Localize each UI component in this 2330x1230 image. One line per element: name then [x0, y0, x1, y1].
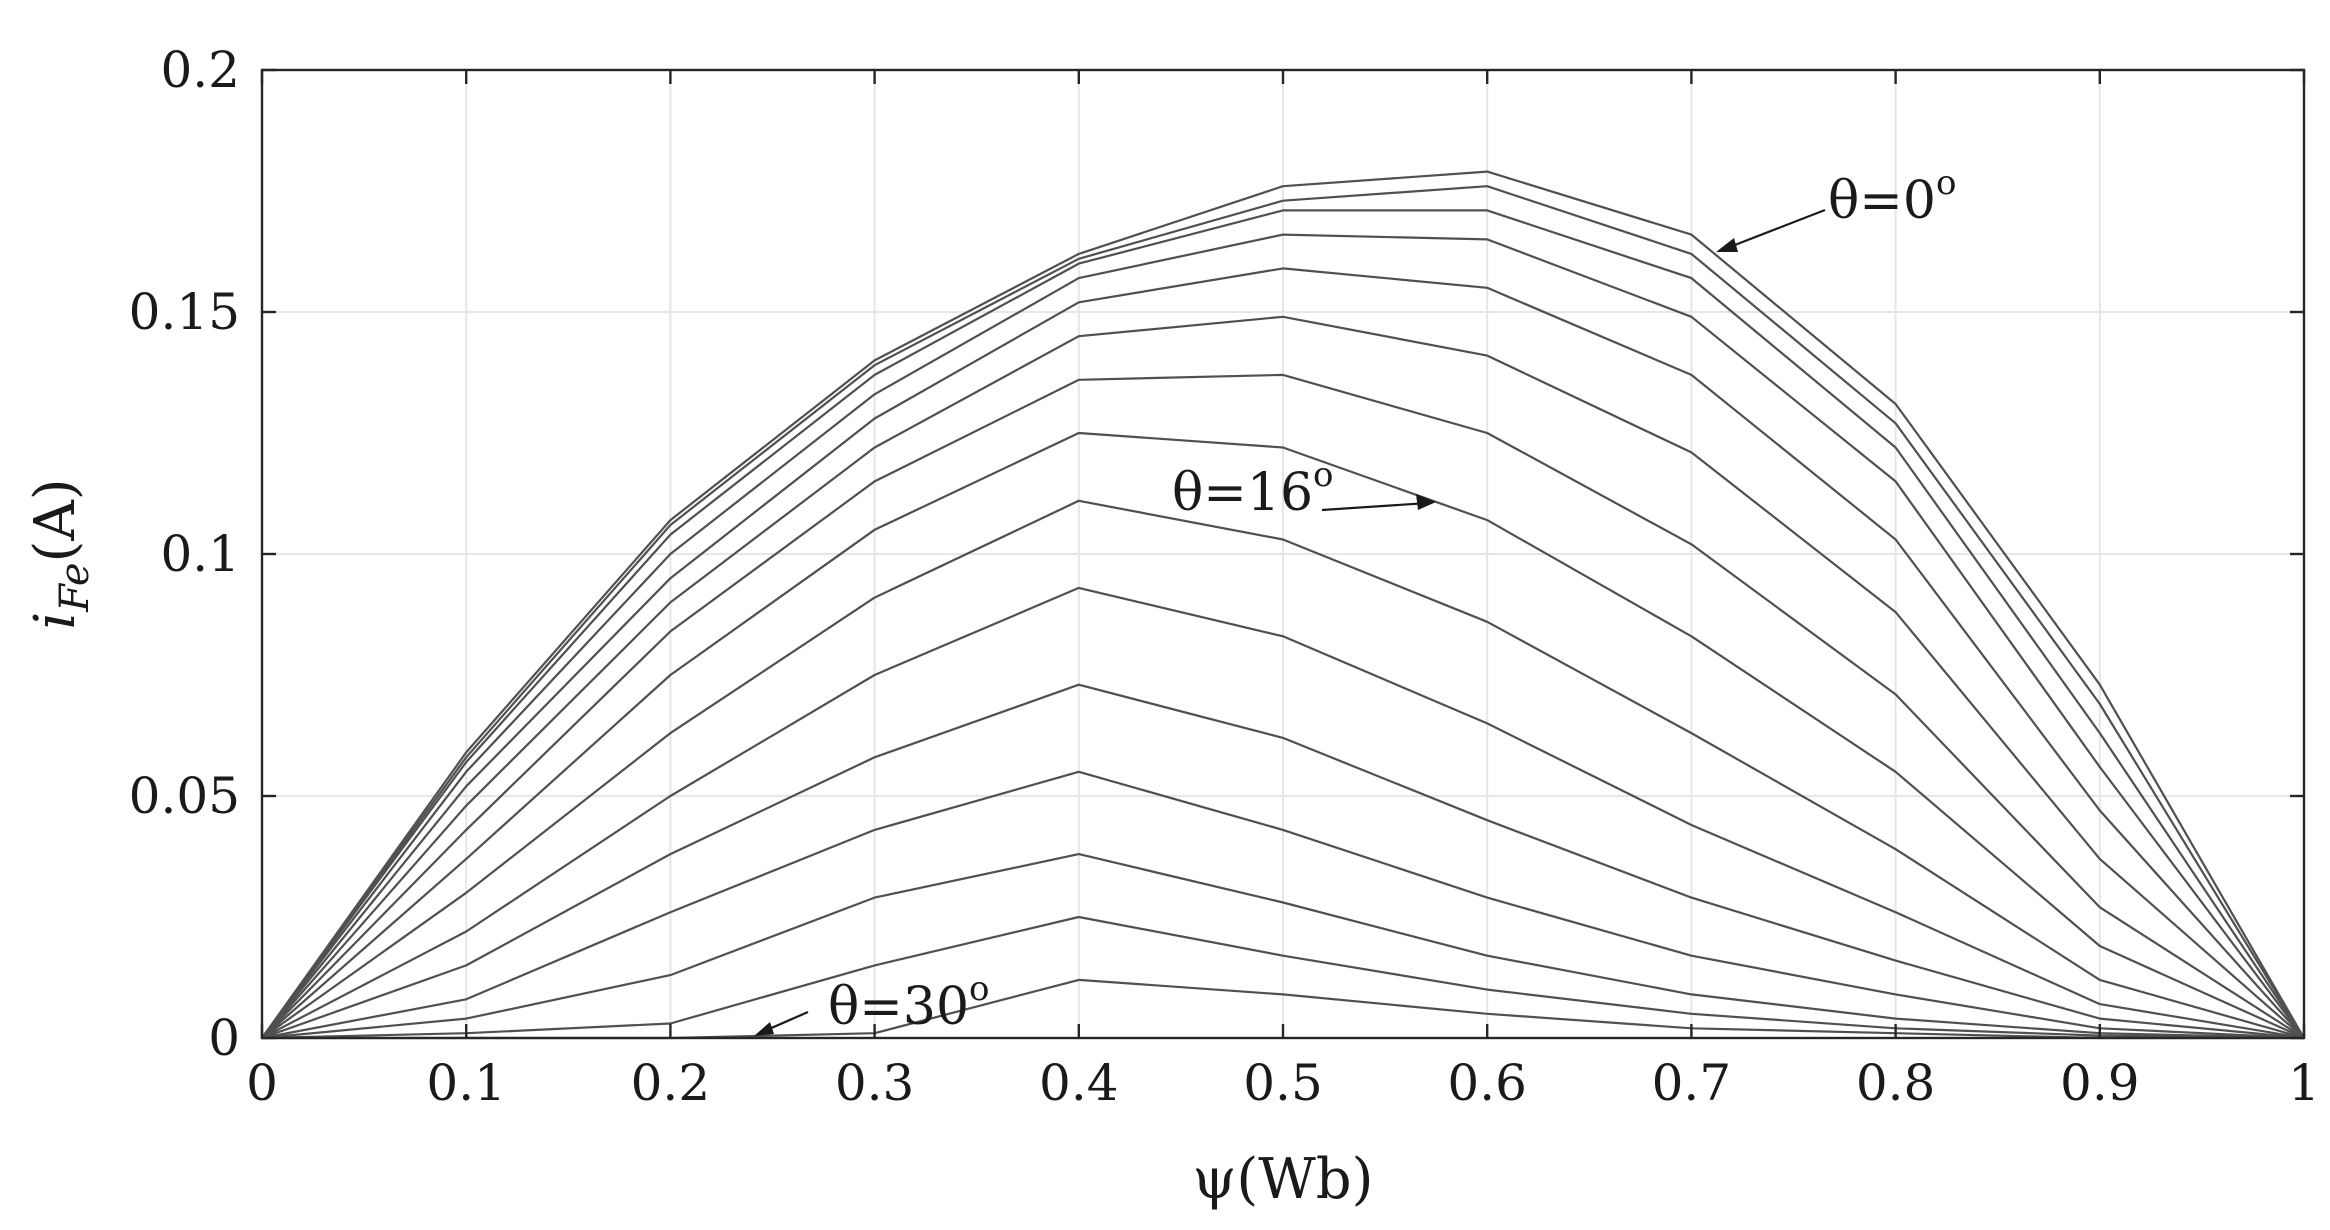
series-line-8	[261, 499, 2305, 1040]
series-line-2	[261, 209, 2305, 1039]
x-tick-label: 0.5	[1243, 1054, 1323, 1112]
annotation-theta-16-text: θ=16	[1172, 463, 1313, 523]
axis-ticks	[260, 68, 2306, 1040]
x-tick-label: 0	[246, 1054, 278, 1112]
series-line-5	[261, 315, 2305, 1039]
x-tick-label: 0.6	[1447, 1054, 1527, 1112]
y-axis-label-unit: (A)	[23, 478, 88, 562]
x-tick-label: 0.4	[1039, 1054, 1119, 1112]
series-line-7	[261, 431, 2305, 1040]
annotation-theta-0-text: θ=0	[1828, 171, 1936, 231]
x-tick-label: 0.7	[1652, 1054, 1732, 1112]
series-line-1	[261, 185, 2305, 1039]
annotation-theta-0: θ=0o	[1716, 163, 1956, 252]
series-line-9	[261, 586, 2305, 1040]
y-tick-label: 0.2	[160, 41, 240, 99]
annotation-theta-0-sup: o	[1936, 163, 1956, 203]
x-tick-label: 0.3	[835, 1054, 915, 1112]
y-tick-label: 0.1	[160, 525, 240, 583]
annotation-theta-0-arrow	[1721, 208, 1826, 252]
series-line-3	[261, 233, 2305, 1039]
annotation-theta-16-arrowhead	[1416, 494, 1436, 510]
annotation-theta-16: θ=16o	[1172, 455, 1436, 523]
x-tick-labels: 0 0.1 0.2 0.3 0.4 0.5 0.6 0.7 0.8 0.9 1	[246, 1054, 2320, 1112]
series-group	[261, 170, 2305, 1040]
x-axis-label: ψ(Wb)	[1192, 1147, 1373, 1212]
series-line-0	[261, 170, 2305, 1039]
svg-text:θ=30o: θ=30o	[828, 969, 990, 1037]
x-tick-label: 0.8	[1856, 1054, 1936, 1112]
x-tick-label: 0.1	[426, 1054, 506, 1112]
svg-text:θ=16o: θ=16o	[1172, 455, 1334, 523]
series-line-6	[261, 373, 2305, 1039]
annotation-theta-16-arrow	[1321, 501, 1429, 512]
y-tick-label: 0	[208, 1009, 240, 1067]
grid	[262, 70, 2304, 1038]
x-tick-label: 1	[2288, 1054, 2320, 1112]
annotation-theta-30: θ=30o	[754, 969, 990, 1037]
series-line-4	[261, 267, 2305, 1039]
annotation-theta-0-arrowhead	[1716, 238, 1738, 252]
svg-text:iFe(A): iFe(A)	[23, 478, 98, 629]
y-axis-label-main: i	[23, 612, 88, 630]
annotation-theta-30-text: θ=30	[828, 977, 969, 1037]
x-tick-label: 0.9	[2060, 1054, 2140, 1112]
svg-text:θ=0o: θ=0o	[1828, 163, 1956, 231]
annotation-theta-30-arrowhead	[754, 1022, 774, 1036]
annotation-theta-30-sup: o	[969, 969, 989, 1009]
y-tick-label: 0.15	[129, 283, 240, 341]
series-line-12	[261, 852, 2305, 1040]
y-tick-label: 0.05	[129, 767, 240, 825]
series-line-11	[261, 770, 2305, 1040]
y-axis-label: iFe(A)	[23, 478, 98, 629]
y-axis-label-sub: Fe	[52, 562, 98, 612]
y-tick-labels: 0 0.05 0.1 0.15 0.2	[129, 41, 240, 1067]
x-tick-label: 0.2	[631, 1054, 711, 1112]
series-line-10	[261, 683, 2305, 1040]
annotation-theta-16-sup: o	[1313, 455, 1333, 495]
series-line-13	[261, 915, 2305, 1040]
